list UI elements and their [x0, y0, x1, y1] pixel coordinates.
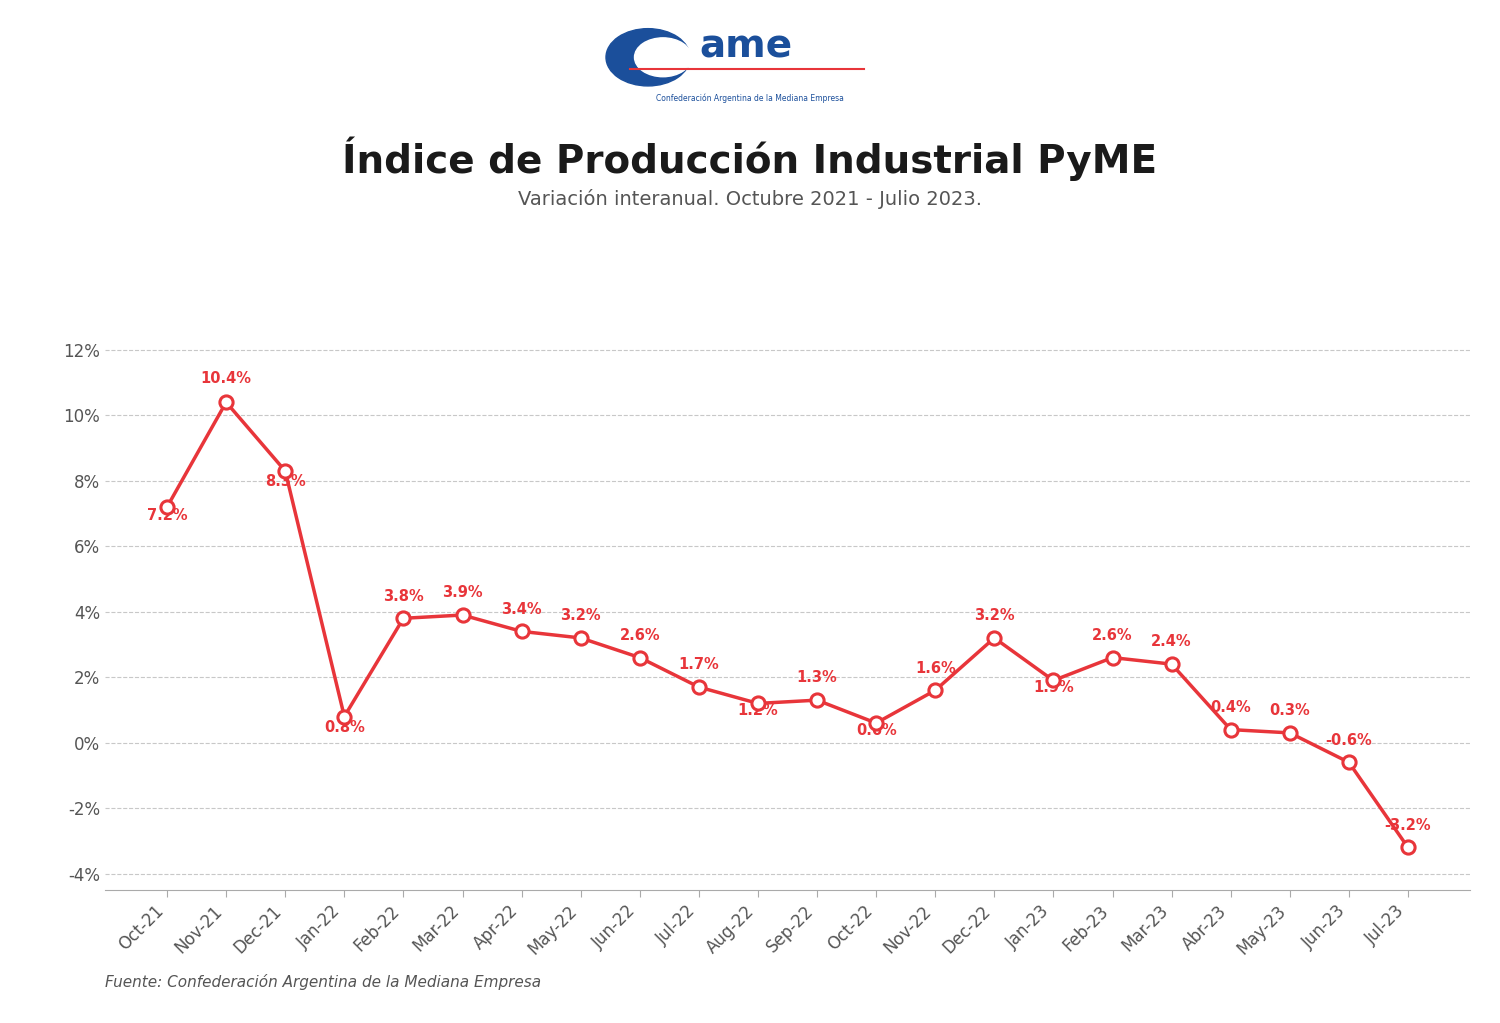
Text: 1.7%: 1.7% [678, 658, 718, 672]
Point [1101, 650, 1125, 666]
Text: 3.2%: 3.2% [561, 609, 602, 623]
Point [1336, 754, 1360, 770]
Point [1160, 656, 1184, 672]
Circle shape [634, 38, 692, 77]
Text: 2.4%: 2.4% [1152, 634, 1192, 650]
Text: 10.4%: 10.4% [201, 371, 252, 386]
Point [568, 630, 592, 647]
Point [333, 708, 357, 724]
Text: -3.2%: -3.2% [1384, 817, 1431, 833]
Point [510, 623, 534, 639]
Text: 3.4%: 3.4% [501, 602, 542, 617]
Text: 1.2%: 1.2% [738, 703, 778, 718]
Text: Índice de Producción Industrial PyME: Índice de Producción Industrial PyME [342, 136, 1158, 181]
Point [628, 650, 652, 666]
Text: 0.6%: 0.6% [856, 723, 897, 738]
Text: 0.4%: 0.4% [1210, 700, 1251, 715]
Point [214, 394, 238, 410]
Bar [648, 48, 693, 66]
Point [392, 610, 416, 626]
Text: Fuente: Confederación Argentina de la Mediana Empresa: Fuente: Confederación Argentina de la Me… [105, 974, 542, 990]
Text: 0.3%: 0.3% [1269, 703, 1310, 718]
Text: 7.2%: 7.2% [147, 508, 188, 524]
Point [746, 696, 770, 712]
Text: 2.6%: 2.6% [620, 628, 660, 642]
Point [1041, 672, 1065, 688]
Point [922, 682, 946, 699]
Point [1218, 721, 1242, 738]
Point [450, 607, 474, 623]
Text: 3.8%: 3.8% [382, 588, 424, 604]
Text: Variación interanual. Octubre 2021 - Julio 2023.: Variación interanual. Octubre 2021 - Jul… [518, 189, 982, 210]
Point [806, 692, 830, 708]
Point [273, 462, 297, 479]
Text: -0.6%: -0.6% [1326, 732, 1372, 748]
Point [864, 715, 888, 731]
Text: 8.3%: 8.3% [266, 474, 306, 489]
Text: 3.2%: 3.2% [974, 609, 1014, 623]
Text: 1.6%: 1.6% [915, 661, 956, 675]
Circle shape [606, 29, 690, 86]
Point [154, 499, 178, 516]
Text: ame: ame [699, 28, 792, 65]
Text: 3.9%: 3.9% [442, 585, 483, 601]
Point [1396, 839, 1420, 855]
Text: Confederación Argentina de la Mediana Empresa: Confederación Argentina de la Mediana Em… [656, 93, 844, 103]
Point [1278, 724, 1302, 741]
Text: 1.3%: 1.3% [796, 670, 837, 685]
Text: 1.9%: 1.9% [1034, 680, 1074, 696]
Text: 2.6%: 2.6% [1092, 628, 1132, 642]
Text: 0.8%: 0.8% [324, 719, 364, 735]
Point [687, 679, 711, 696]
Point [982, 630, 1006, 647]
